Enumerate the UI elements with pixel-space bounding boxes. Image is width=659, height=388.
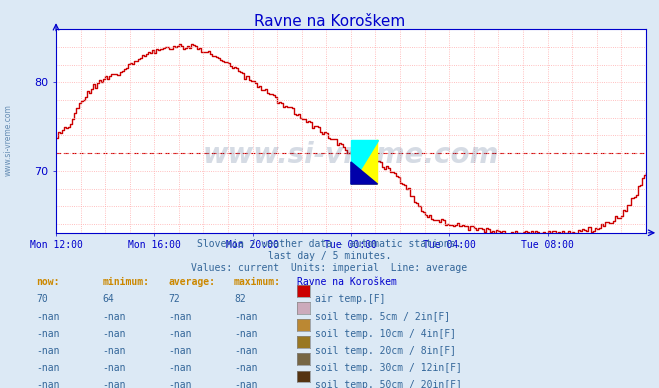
Text: 70: 70 (36, 294, 48, 305)
Text: -nan: -nan (168, 312, 192, 322)
Text: now:: now: (36, 277, 60, 288)
Text: -nan: -nan (234, 363, 258, 373)
Text: -nan: -nan (234, 380, 258, 388)
Text: -nan: -nan (168, 329, 192, 339)
Text: -nan: -nan (36, 329, 60, 339)
Text: Ravne na Koroškem: Ravne na Koroškem (254, 14, 405, 29)
Text: -nan: -nan (234, 346, 258, 356)
Text: -nan: -nan (234, 329, 258, 339)
Text: -nan: -nan (102, 380, 126, 388)
Text: minimum:: minimum: (102, 277, 149, 288)
Text: www.si-vreme.com: www.si-vreme.com (203, 141, 499, 170)
Text: -nan: -nan (36, 312, 60, 322)
Text: -nan: -nan (168, 380, 192, 388)
Text: 64: 64 (102, 294, 114, 305)
Text: soil temp. 20cm / 8in[F]: soil temp. 20cm / 8in[F] (315, 346, 456, 356)
Text: soil temp. 30cm / 12in[F]: soil temp. 30cm / 12in[F] (315, 363, 462, 373)
Text: -nan: -nan (168, 346, 192, 356)
Text: -nan: -nan (102, 329, 126, 339)
Text: -nan: -nan (36, 363, 60, 373)
Text: 82: 82 (234, 294, 246, 305)
Polygon shape (351, 140, 378, 184)
Text: -nan: -nan (36, 380, 60, 388)
Text: Values: current  Units: imperial  Line: average: Values: current Units: imperial Line: av… (191, 263, 468, 274)
Text: Ravne na Koroškem: Ravne na Koroškem (297, 277, 397, 288)
Text: www.si-vreme.com: www.si-vreme.com (3, 104, 13, 176)
Text: average:: average: (168, 277, 215, 288)
Text: air temp.[F]: air temp.[F] (315, 294, 386, 305)
Text: Slovenia / weather data - automatic stations.: Slovenia / weather data - automatic stat… (197, 239, 462, 249)
Text: soil temp. 50cm / 20in[F]: soil temp. 50cm / 20in[F] (315, 380, 462, 388)
Polygon shape (351, 162, 378, 184)
Text: maximum:: maximum: (234, 277, 281, 288)
Text: soil temp. 5cm / 2in[F]: soil temp. 5cm / 2in[F] (315, 312, 450, 322)
Text: -nan: -nan (36, 346, 60, 356)
Text: -nan: -nan (102, 346, 126, 356)
Text: -nan: -nan (102, 363, 126, 373)
Text: -nan: -nan (234, 312, 258, 322)
Text: last day / 5 minutes.: last day / 5 minutes. (268, 251, 391, 261)
Polygon shape (351, 140, 378, 184)
Text: soil temp. 10cm / 4in[F]: soil temp. 10cm / 4in[F] (315, 329, 456, 339)
Text: 72: 72 (168, 294, 180, 305)
Text: -nan: -nan (168, 363, 192, 373)
Text: -nan: -nan (102, 312, 126, 322)
